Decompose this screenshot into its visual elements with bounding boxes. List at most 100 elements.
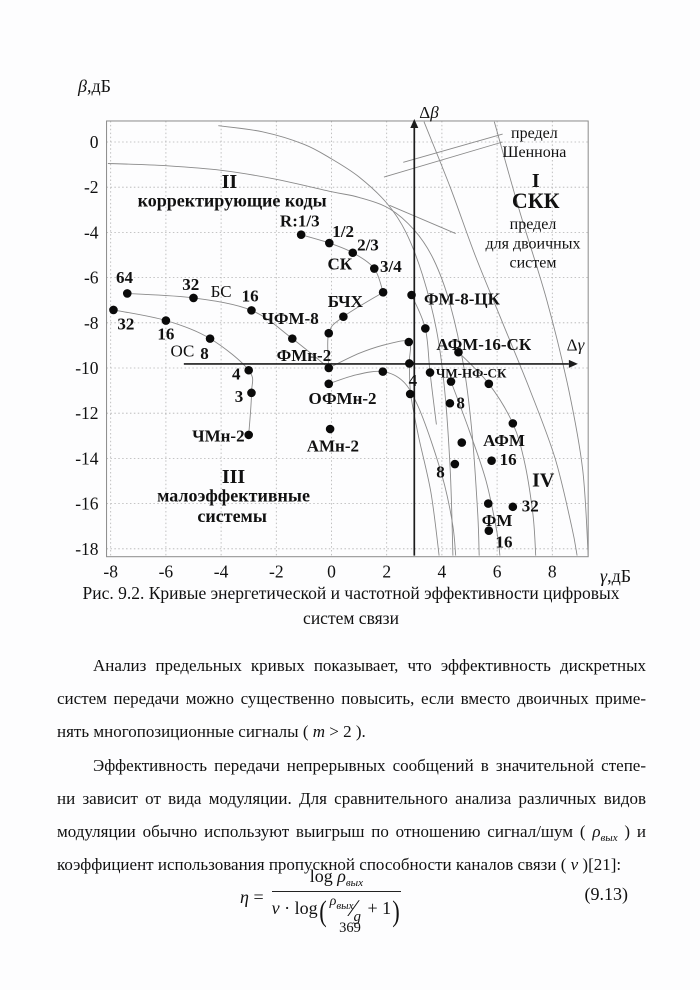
var-rho-inner: ρ [329, 894, 337, 909]
y-tick-label: -4 [84, 222, 99, 242]
curve-skk-boundary [423, 121, 578, 556]
chart-label: 64 [116, 268, 134, 287]
data-point [324, 328, 334, 338]
paragraph2-line1: Эффективность передачи непрерывных сообщ… [93, 755, 646, 775]
data-point [244, 365, 253, 375]
chart-label: ФМн-2 [277, 346, 332, 365]
chart-label: 2/3 [357, 235, 379, 254]
data-point [109, 305, 118, 315]
paragraph1-line3: нять многопозиционные сигналы ( m > 2 ). [57, 715, 646, 748]
curve-steep-a [450, 381, 501, 556]
paragraph2-line4: коэффициент использования пропускной спо… [57, 848, 646, 881]
var-m: m [312, 722, 326, 742]
data-point [324, 238, 334, 248]
chart-label: 16 [242, 286, 259, 305]
chart-label: АМн-2 [307, 437, 359, 456]
x-tick-label: 4 [438, 562, 447, 582]
data-point [508, 419, 518, 428]
chart-label: ОФМн-2 [309, 389, 377, 408]
data-point [161, 316, 171, 325]
chart-label: 16 [496, 533, 513, 552]
var-rho-num: ρ [337, 866, 346, 886]
fraction-denominator: ν · log(ρвых∕g + 1) [272, 892, 402, 929]
chart-label: 4 [409, 371, 418, 390]
shannon-pointer-1 [383, 141, 503, 178]
y-tick-label: -10 [75, 358, 99, 378]
y-tick-label: -6 [84, 268, 99, 288]
plot-border [106, 120, 589, 558]
x-tick-label: 2 [382, 562, 391, 582]
x-tick-label: -4 [214, 562, 229, 582]
chart-label: малоэффективные [157, 486, 310, 506]
delta-beta-label: Δβ [419, 103, 439, 122]
chart-label: 16 [157, 325, 174, 344]
plus-one: + 1 [362, 898, 392, 918]
chart-label: 32 [182, 275, 199, 294]
equation-row: η = log ρвых ν · log(ρвых∕g + 1) (9.13) [57, 866, 646, 936]
data-points [109, 230, 518, 536]
y-tick-label: 0 [90, 132, 99, 152]
chart-label: 8 [456, 394, 465, 413]
equation-9-13: η = log ρвых ν · log(ρвых∕g + 1) [240, 866, 402, 929]
inner-fraction: ρвых∕g [328, 894, 363, 926]
chart-label: III [222, 466, 246, 488]
curve-binary-limit [107, 163, 480, 556]
curve-fm8ck-chain [411, 294, 437, 425]
data-point [446, 377, 456, 386]
paragraph1-line1: Анализ предельных кривых показывает, что… [93, 656, 646, 675]
paragraph2-line2: ни зависит от вида модуляции. Для сравни… [57, 788, 646, 808]
data-point [457, 438, 467, 447]
curves [107, 121, 589, 556]
var-eta: η [240, 887, 249, 907]
chart-label: 8 [200, 344, 209, 363]
figure-caption: Рис. 9.2. Кривые энергетической и частот… [56, 581, 646, 631]
data-point [407, 290, 416, 300]
delta-beta-arrowhead [410, 118, 419, 128]
equation-lhs: η = [240, 887, 264, 908]
chart-label: системы [197, 506, 267, 526]
data-point [296, 230, 306, 239]
figure-caption-line2: систем связи [303, 608, 399, 628]
y-tick-label: -14 [75, 448, 99, 468]
data-point [325, 424, 335, 434]
data-point [487, 456, 496, 465]
var-rho-subscript: вых [600, 831, 618, 844]
chart-label: БС [211, 282, 232, 301]
chart-label: для двоичных [485, 236, 580, 253]
delta-gamma-label: Δγ [567, 335, 586, 354]
chart-label: I [532, 170, 540, 192]
y-tick-label: -16 [75, 494, 99, 514]
equals-sign: = [253, 887, 264, 907]
data-point [454, 347, 463, 357]
chart-label: СКК [512, 188, 560, 213]
curve-bchh-chain [327, 291, 384, 369]
chart-label: ЧФМ-8 [261, 309, 318, 328]
log-operator: log [309, 866, 338, 886]
data-point [348, 248, 358, 258]
data-point [445, 398, 455, 408]
chart-label: II [222, 171, 238, 193]
chart-label: ОС [171, 342, 195, 361]
y-axis-title: β,дБ [77, 76, 111, 96]
data-point [288, 334, 297, 343]
paragraph2-line3: модуляции обычно используют выигрыш по о… [57, 815, 646, 848]
x-tick-label: -6 [159, 562, 174, 582]
y-tick-label: -2 [84, 177, 99, 197]
data-point [122, 289, 132, 298]
delta-axes [183, 118, 578, 556]
y-tick-label: -12 [75, 403, 98, 423]
page-number: 369 [339, 920, 361, 936]
chart-label: 8 [436, 463, 445, 482]
data-point [484, 526, 494, 536]
var-rho: ρ [592, 821, 601, 841]
curve-outer-boundary [493, 121, 589, 556]
y-tick-label: -8 [84, 313, 99, 333]
data-point [405, 389, 415, 399]
paragraph1-line3-text: нять многопозиционные сигналы ( [57, 722, 313, 742]
paragraph2-line3-text: модуляции обычно используют выигрыш по о… [57, 821, 593, 841]
binary-pointer [389, 204, 456, 234]
data-point [425, 368, 435, 377]
curve-shannon-limit [218, 125, 454, 556]
paragraph2-line4-text: коэффициент использования пропускной спо… [57, 855, 571, 875]
